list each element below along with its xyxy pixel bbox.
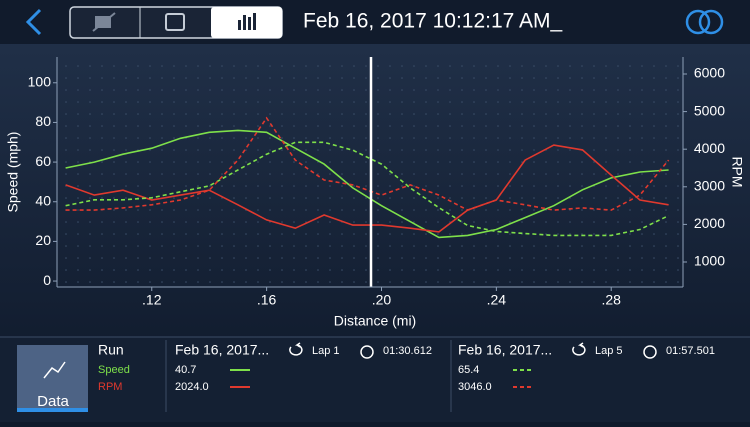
y2-tick-label: 1000 xyxy=(694,253,725,269)
y2-tick-label: 6000 xyxy=(694,65,725,81)
lap-rpm: 2024.0 xyxy=(175,381,209,393)
y-tick-label: 80 xyxy=(35,113,51,129)
y-tick-label: 40 xyxy=(35,192,51,208)
legend-speed: Speed xyxy=(98,364,130,376)
back-button[interactable] xyxy=(25,8,42,36)
footer xyxy=(0,337,750,422)
lap-rpm: 3046.0 xyxy=(458,381,492,393)
x-tick-label: .12 xyxy=(142,292,162,308)
y2-axis-label: RPM xyxy=(729,156,745,187)
legend-rpm: RPM xyxy=(98,381,122,393)
lap-date: Feb 16, 2017... xyxy=(458,342,552,358)
x-tick-label: .16 xyxy=(257,292,277,308)
data-button[interactable]: Data xyxy=(17,345,88,412)
y2-tick-label: 4000 xyxy=(694,140,725,156)
lap-number: Lap 1 xyxy=(312,345,340,357)
y-axis-label: Speed (mph) xyxy=(5,132,21,213)
y-tick-label: 60 xyxy=(35,153,51,169)
lap-icon xyxy=(289,342,303,356)
y2-tick-label: 2000 xyxy=(694,215,725,231)
y2-tick-label: 3000 xyxy=(694,177,725,193)
stopwatch-icon xyxy=(643,345,657,359)
view-switcher[interactable] xyxy=(69,6,283,39)
lap-speed: 65.4 xyxy=(458,364,479,376)
x-tick-label: .20 xyxy=(372,292,392,308)
series-line xyxy=(65,141,669,237)
logo xyxy=(685,9,724,35)
stopwatch-icon xyxy=(360,345,374,359)
lap-number: Lap 5 xyxy=(595,345,623,357)
run-label: Run xyxy=(98,342,124,358)
series-line xyxy=(65,144,669,233)
y-tick-label: 0 xyxy=(43,272,51,288)
y-tick-label: 20 xyxy=(35,232,51,248)
series-line xyxy=(65,129,669,239)
lap-time: 01:57.501 xyxy=(666,345,715,357)
lap-icon xyxy=(572,342,586,356)
y2-tick-label: 5000 xyxy=(694,102,725,118)
timestamp: Feb 16, 2017 10:12:17 AM_ xyxy=(303,10,563,33)
y-tick-label: 100 xyxy=(28,73,52,89)
lap-speed: 40.7 xyxy=(175,364,196,376)
x-tick-label: .24 xyxy=(487,292,507,308)
x-axis-label: Distance (mi) xyxy=(334,313,416,329)
series-line xyxy=(65,116,670,211)
lap-time: 01:30.612 xyxy=(383,345,432,357)
x-tick-label: .28 xyxy=(601,292,621,308)
lap-date: Feb 16, 2017... xyxy=(175,342,269,358)
data-button-label: Data xyxy=(37,393,69,410)
